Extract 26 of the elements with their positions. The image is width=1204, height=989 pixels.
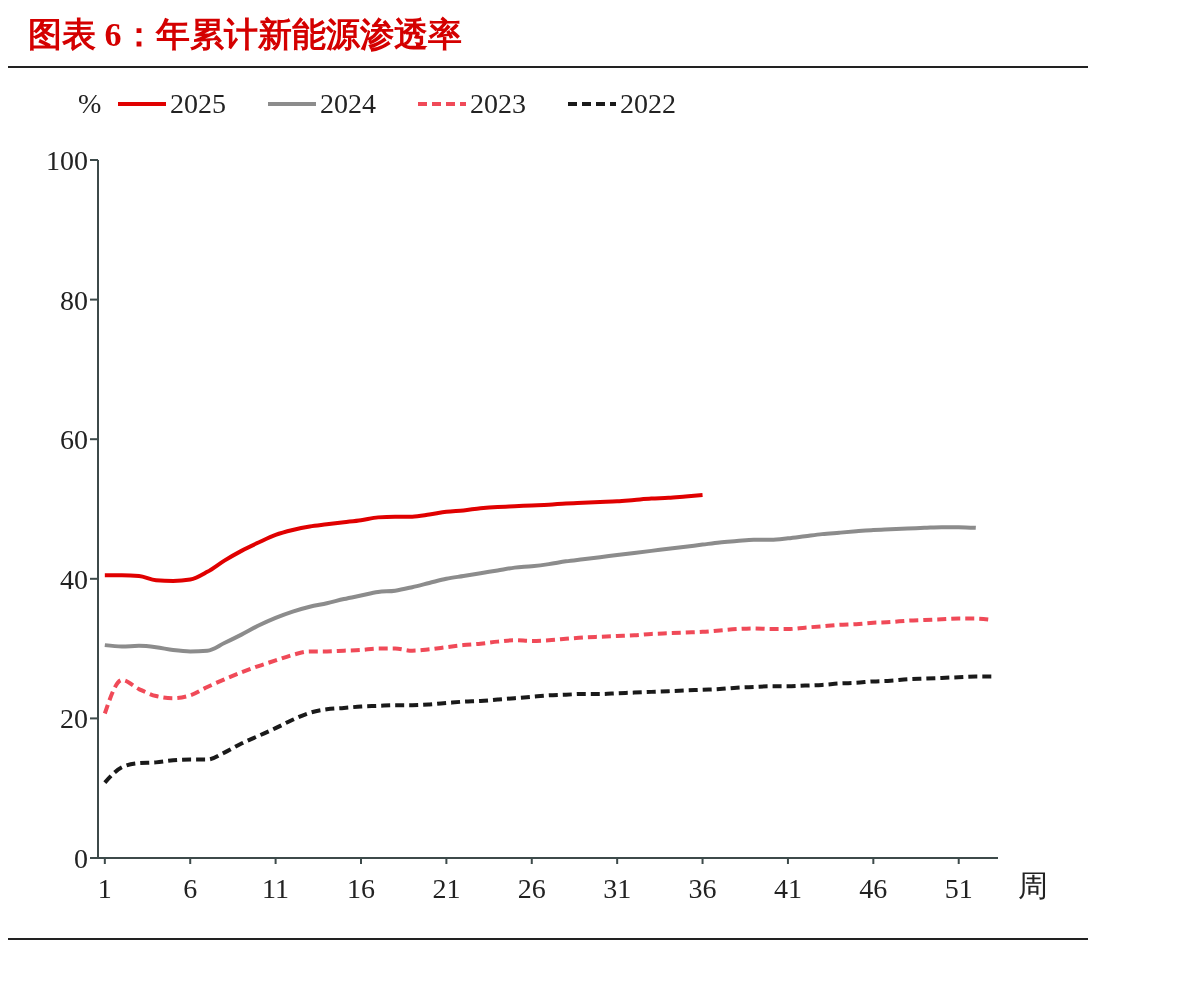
x-tick-label: 26 xyxy=(517,872,546,904)
y-tick-label: 0 xyxy=(74,842,88,874)
x-tick-label: 31 xyxy=(603,872,632,904)
x-tick-label: 1 xyxy=(97,872,112,904)
y-tick-label: 80 xyxy=(60,284,88,316)
y-tick-label: 20 xyxy=(60,703,88,735)
legend-label: 2023 xyxy=(470,88,526,120)
legend-label: 2025 xyxy=(170,88,226,120)
chart-title: 图表 6：年累计新能源渗透率 xyxy=(8,8,1088,68)
legend-label: 2024 xyxy=(320,88,376,120)
x-tick-label: 51 xyxy=(944,872,973,904)
x-tick-label: 6 xyxy=(183,872,198,904)
y-axis-title: % xyxy=(78,88,102,120)
line-series xyxy=(102,525,978,654)
line-series xyxy=(102,493,705,583)
x-tick-label: 16 xyxy=(347,872,375,904)
legend-label: 2022 xyxy=(620,88,676,120)
x-axis-title: 周 xyxy=(1018,868,1048,904)
y-tick-label: 100 xyxy=(46,144,88,176)
y-tick-label: 60 xyxy=(60,424,88,456)
y-tick-label: 40 xyxy=(60,563,88,595)
x-tick-label: 11 xyxy=(262,872,290,904)
x-tick-label: 36 xyxy=(688,872,717,904)
x-tick-label: 41 xyxy=(773,872,802,904)
x-tick-label: 46 xyxy=(859,872,888,904)
x-tick-label: 21 xyxy=(432,872,461,904)
